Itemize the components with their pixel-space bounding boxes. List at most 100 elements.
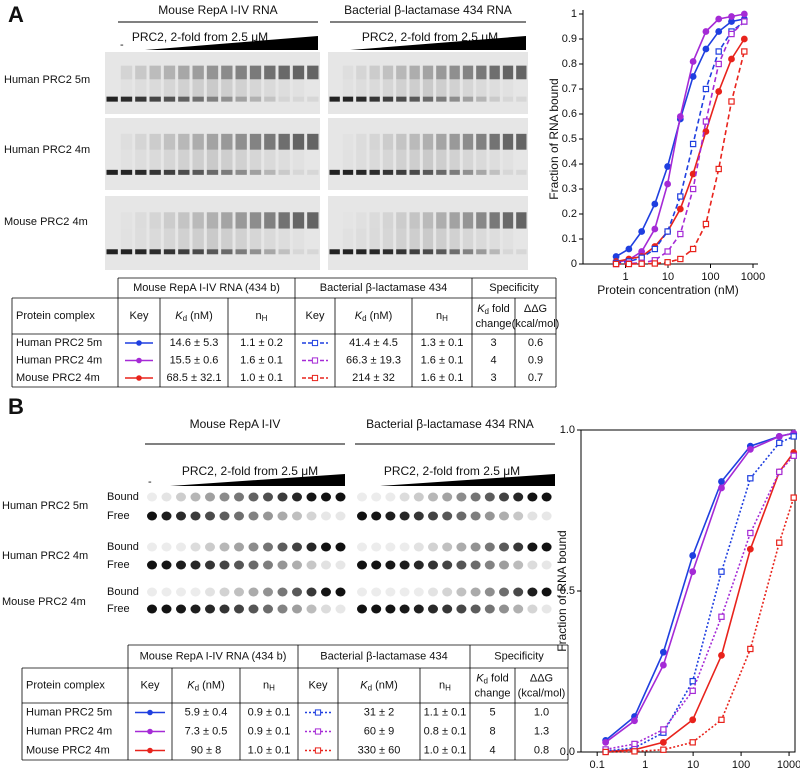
dot-blot xyxy=(205,542,215,552)
dot-blot xyxy=(292,542,302,552)
titration-label: PRC2, 2-fold from 2.5 μM xyxy=(132,30,268,44)
dot-blot xyxy=(357,587,367,597)
dot-blot xyxy=(176,542,186,552)
data-point xyxy=(602,738,610,746)
column-header: Mouse RepA I-IV RNA xyxy=(158,3,277,17)
panel-label: B xyxy=(8,394,24,419)
gel-band xyxy=(292,133,305,150)
gel-smear xyxy=(356,149,367,170)
data-point xyxy=(747,475,754,482)
gel-band xyxy=(192,133,204,150)
header-part: (nM) xyxy=(367,310,393,322)
dot-blot xyxy=(541,587,552,597)
dot-blot xyxy=(161,587,172,597)
gel-band xyxy=(409,169,420,175)
data-point xyxy=(689,677,696,685)
table-cell: 214 ± 32 xyxy=(352,372,395,384)
table-header: change xyxy=(474,687,510,699)
dot-blot xyxy=(413,492,424,502)
gel-smear xyxy=(436,228,447,250)
dot-blot xyxy=(413,587,424,597)
data-point xyxy=(747,529,754,537)
dot-blot xyxy=(456,492,467,502)
fit-curve xyxy=(605,435,795,752)
key-marker xyxy=(311,374,319,382)
row-label: Human PRC2 4m xyxy=(2,550,88,562)
dot-blot xyxy=(248,587,259,597)
gel-smear xyxy=(449,228,460,250)
gel-smear xyxy=(369,149,380,170)
y-tick-label: 1 xyxy=(571,8,577,20)
dot-blot xyxy=(335,492,346,502)
dot-blot xyxy=(399,560,410,570)
gel-smear xyxy=(121,79,132,96)
gel-band xyxy=(192,65,204,80)
gel-band xyxy=(462,249,474,255)
dot-blot xyxy=(277,560,288,570)
dot-blot xyxy=(292,560,302,570)
gel-smear xyxy=(235,79,247,97)
gel-image xyxy=(328,118,528,190)
gel-band xyxy=(249,169,262,175)
data-point xyxy=(702,118,710,125)
data-point xyxy=(676,205,684,213)
gel-smear xyxy=(503,229,513,250)
header-part: K xyxy=(175,310,183,322)
table-cell: Human PRC2 5m xyxy=(26,706,112,718)
gel-band xyxy=(369,249,380,255)
gel-band xyxy=(264,65,276,80)
gel-smear xyxy=(343,150,353,170)
gel-band xyxy=(221,65,233,80)
gel-band xyxy=(163,96,176,102)
group-header: Specificity xyxy=(489,282,539,294)
dot-blot xyxy=(513,560,524,570)
dot-blot xyxy=(357,604,367,614)
gel-smear xyxy=(293,150,304,170)
table-header: nH xyxy=(256,310,268,323)
gel-band xyxy=(436,169,447,175)
gel-band xyxy=(149,133,161,150)
gel-band xyxy=(221,212,233,229)
gel-band xyxy=(516,249,527,255)
y-tick-label: 0.7 xyxy=(562,83,577,95)
gel-band xyxy=(396,212,407,229)
table-header: nH xyxy=(439,679,451,692)
gel-band xyxy=(264,133,276,150)
dot-blot xyxy=(413,560,424,570)
dot-blot xyxy=(205,511,215,521)
gel-band xyxy=(206,212,219,229)
gel-band xyxy=(106,169,118,175)
gel-band xyxy=(516,212,527,229)
dot-blot xyxy=(428,587,438,597)
table-cell: 0.9 ± 0.1 xyxy=(248,706,291,718)
dot-blot xyxy=(277,492,288,502)
gel-band xyxy=(382,133,394,150)
group-header: Specificity xyxy=(494,650,544,662)
table-header: Protein complex xyxy=(26,679,105,691)
dot-blot xyxy=(190,587,201,597)
header-part: n xyxy=(263,679,269,691)
gel-band xyxy=(462,96,474,102)
header-part: fold xyxy=(489,303,510,315)
gel-smear xyxy=(178,228,190,250)
dot-blot xyxy=(219,587,230,597)
dot-blot xyxy=(513,492,524,502)
header-part: d xyxy=(362,314,366,323)
header-part: H xyxy=(262,314,268,323)
table-cell: 90 ± 8 xyxy=(191,744,222,756)
x-tick-label: 1000 xyxy=(741,271,765,283)
gel-smear xyxy=(436,149,447,170)
data-point xyxy=(741,48,748,55)
group-header: Mouse RepA I-IV RNA (434 b) xyxy=(133,282,280,294)
gel-smear xyxy=(396,228,407,250)
data-point xyxy=(776,439,783,447)
header-part: H xyxy=(269,684,275,693)
gel-band xyxy=(264,96,276,102)
dot-blot xyxy=(176,560,186,570)
dot-blot xyxy=(456,560,467,570)
dot-blot xyxy=(263,560,273,570)
dot-blot xyxy=(399,604,410,614)
data-point xyxy=(740,10,748,18)
gel-band xyxy=(307,169,319,175)
group-header: Bacterial β-lactamase 434 xyxy=(320,650,447,662)
